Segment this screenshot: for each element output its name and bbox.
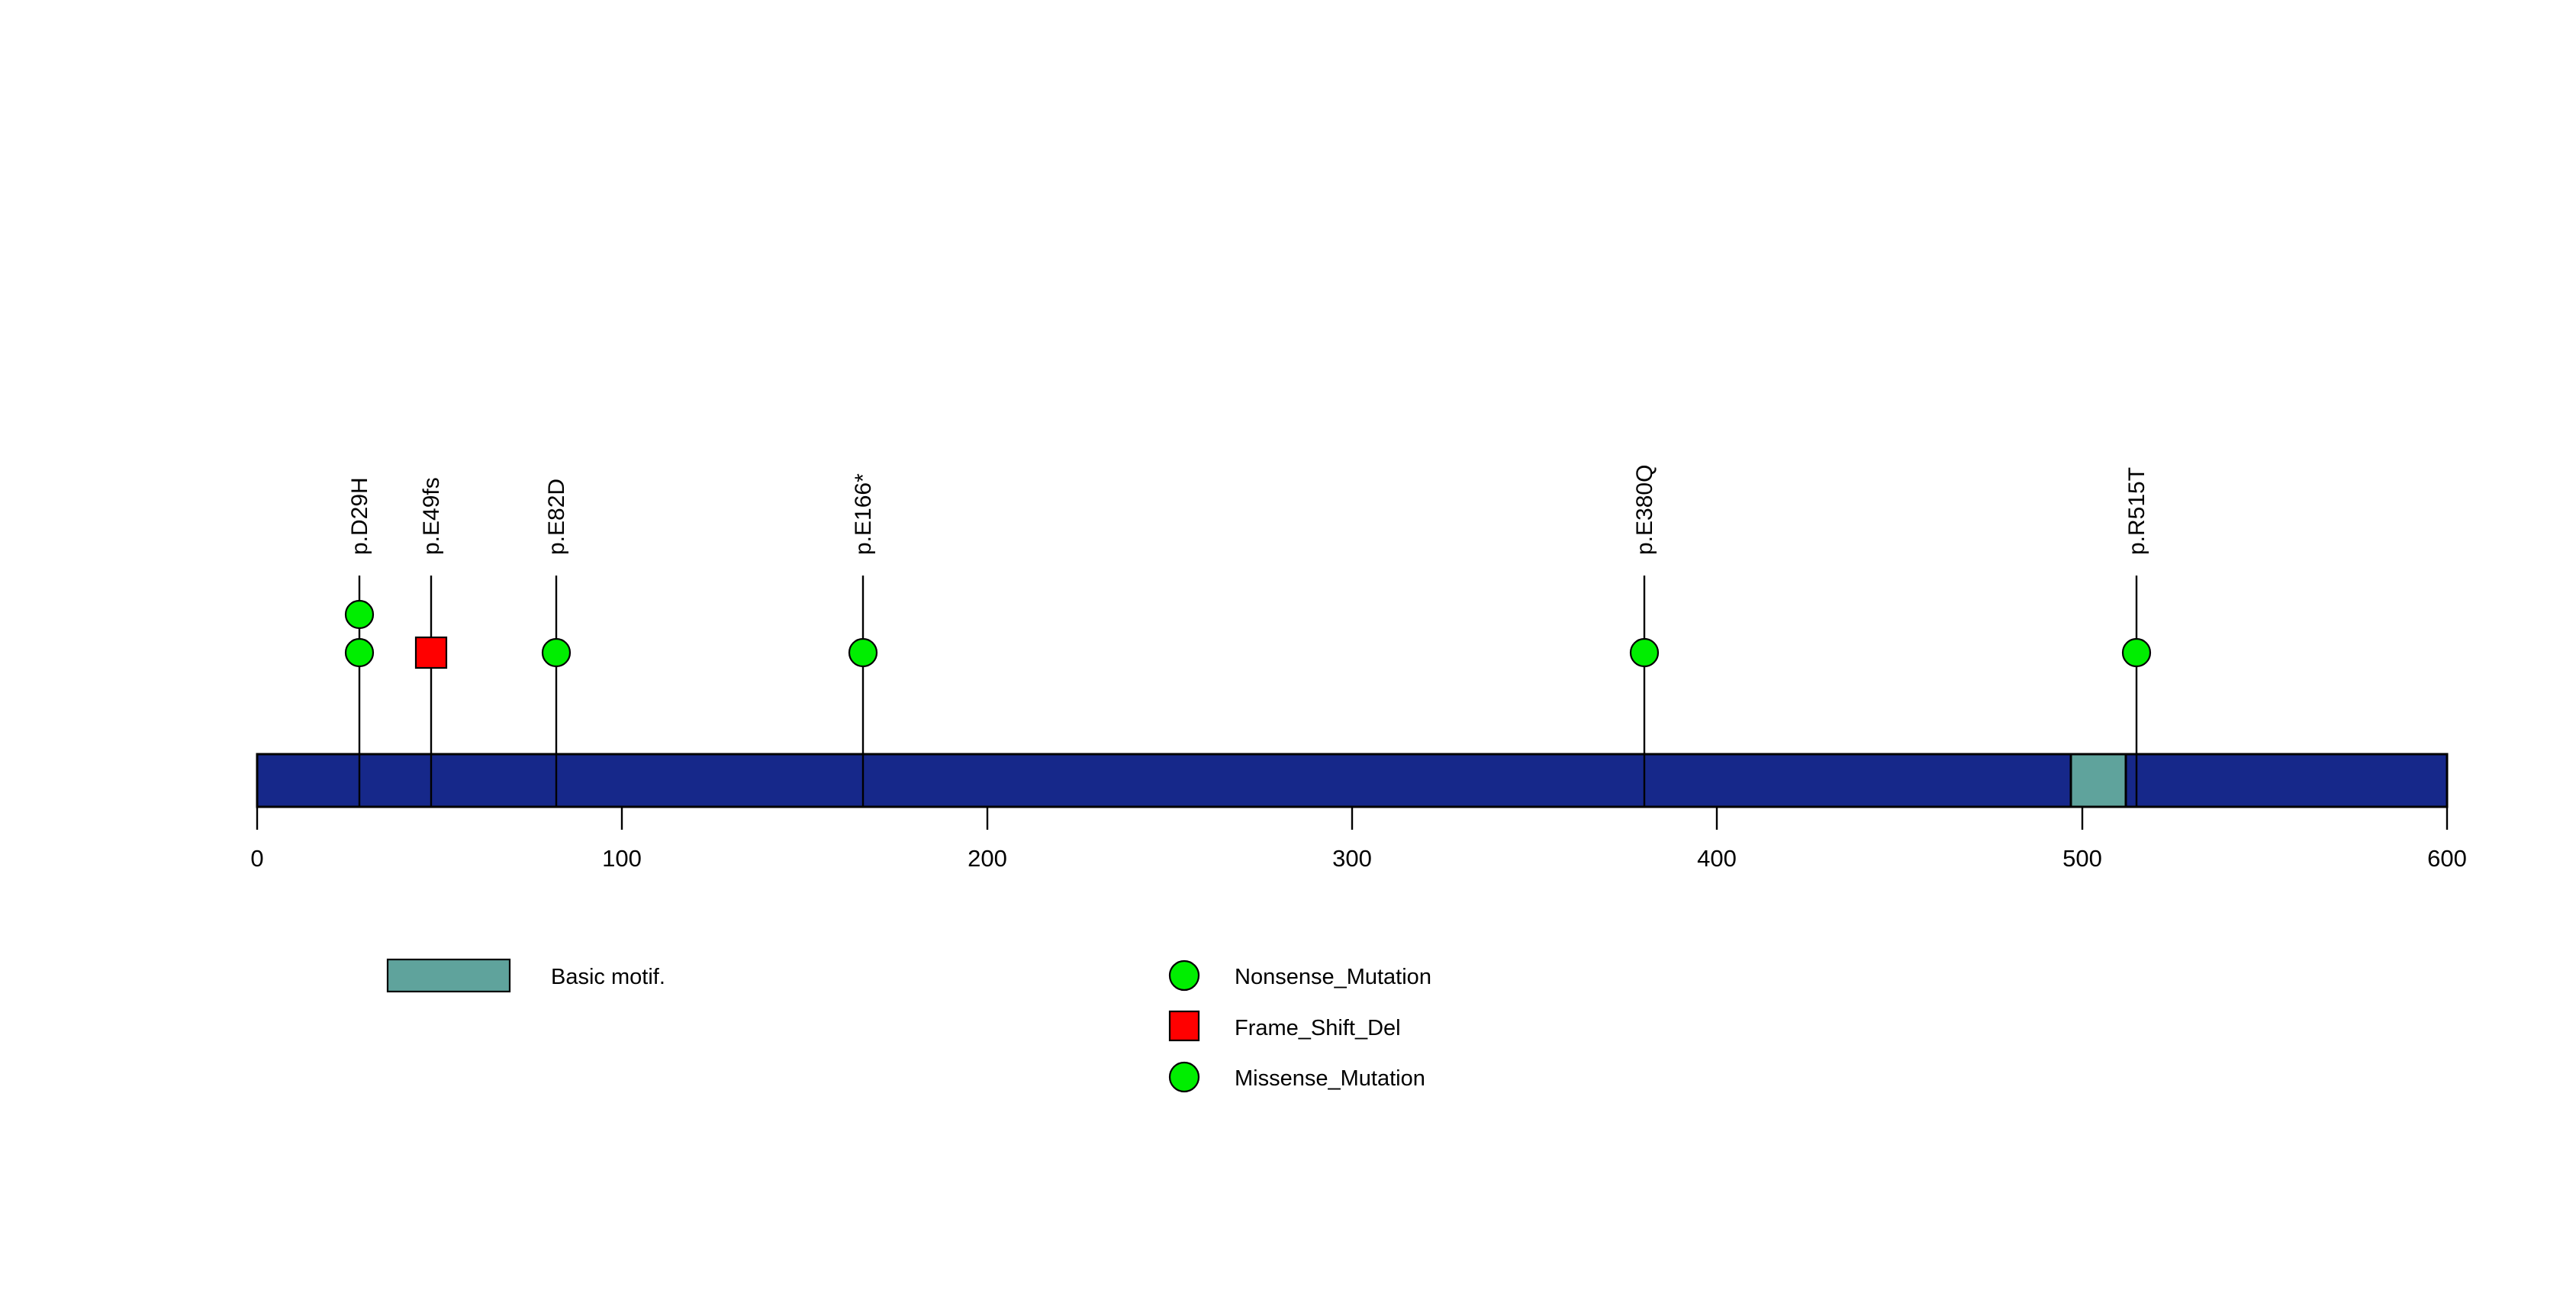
legend-domains: Basic motif. [386,958,665,993]
x-axis-tick-labels: 0 100 200 300 400 500 600 [250,845,2466,872]
x-axis-tick-label-200: 200 [968,845,1007,872]
lollipop-marker-p-E380Q-1[interactable] [1629,637,1660,668]
x-axis-tick-label-100: 100 [602,845,642,872]
mutation-labels: p.D29H p.E49fs p.E82D p.E166* p.E380Q p.… [347,465,2149,555]
legend-swatch-frame-shift-del [1168,1010,1200,1042]
protein-domain-basic-motif[interactable] [2069,753,2127,808]
legend-label-basic-motif: Basic motif. [551,965,665,989]
x-axis-tick-label-300: 300 [1332,845,1372,872]
legend-item-missense-mutation[interactable]: Missense_Mutation [1168,1061,1425,1093]
lollipop-marker-p-E166--1[interactable] [848,637,878,668]
lollipop-marker-p-E49fs-1[interactable] [414,636,448,669]
lollipop-marker-p-E82D-1[interactable] [541,637,572,668]
mutation-label-p-R515T: p.R515T [2124,467,2149,555]
x-axis: 0 100 200 300 400 500 600 [250,807,2467,872]
legend-item-nonsense-mutation[interactable]: Nonsense_Mutation [1168,959,1431,992]
legend-swatch-missense-mutation [1168,1061,1200,1093]
x-axis-tick-label-600: 600 [2427,845,2467,872]
protein-backbone [256,753,2449,808]
legend-item-basic-motif[interactable]: Basic motif. [386,958,665,993]
x-axis-tick-label-0: 0 [250,845,263,872]
legend-item-frame-shift-del[interactable]: Frame_Shift_Del [1168,1010,1401,1042]
mutation-label-p-D29H: p.D29H [347,477,372,555]
mutation-label-p-E49fs: p.E49fs [419,477,444,555]
legend-label-missense-mutation: Missense_Mutation [1235,1066,1425,1091]
legend-swatch-basic-motif [386,958,511,993]
mutation-label-p-E82D: p.E82D [544,479,569,555]
legend-swatch-nonsense-mutation [1168,959,1200,992]
lollipop-marker-p-D29H-1[interactable] [344,637,375,668]
lollipop-marker-p-D29H-2[interactable] [344,599,375,630]
legend-mutation-types: Nonsense_Mutation Frame_Shift_Del Missen… [1168,959,1431,1093]
x-axis-tick-label-400: 400 [1697,845,1737,872]
lollipop-markers [344,599,2152,669]
mutation-label-p-E380Q: p.E380Q [1632,465,1657,555]
x-axis-tick-label-500: 500 [2062,845,2102,872]
lollipop-stems-over-bar [358,754,2138,807]
legend-label-nonsense-mutation: Nonsense_Mutation [1235,965,1431,989]
legend-label-frame-shift-del: Frame_Shift_Del [1235,1016,1401,1040]
mutation-label-p-E166-: p.E166* [851,473,876,555]
x-axis-tick-marks [256,807,2449,830]
lollipop-marker-p-R515T-1[interactable] [2121,637,2152,668]
